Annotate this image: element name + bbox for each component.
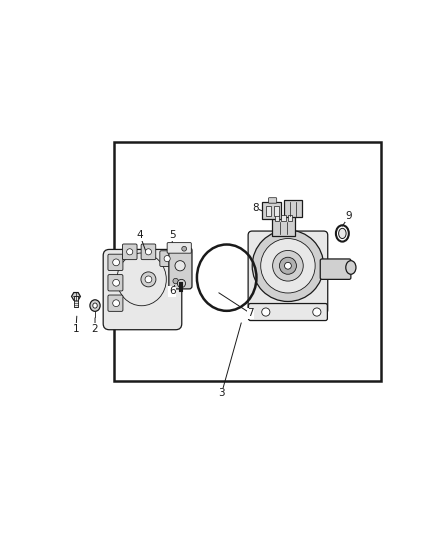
Bar bbox=[114, 142, 381, 382]
Circle shape bbox=[173, 278, 178, 284]
Text: 2: 2 bbox=[92, 324, 98, 334]
Circle shape bbox=[272, 251, 303, 281]
Circle shape bbox=[177, 279, 185, 287]
Bar bbox=[274, 215, 278, 221]
FancyBboxPatch shape bbox=[170, 269, 180, 287]
Circle shape bbox=[181, 246, 186, 251]
FancyBboxPatch shape bbox=[248, 303, 327, 320]
Text: 4: 4 bbox=[136, 230, 143, 240]
Circle shape bbox=[141, 272, 155, 287]
Circle shape bbox=[312, 308, 320, 316]
Text: 7: 7 bbox=[247, 309, 253, 318]
Text: 5: 5 bbox=[169, 230, 175, 240]
FancyBboxPatch shape bbox=[283, 200, 301, 217]
FancyBboxPatch shape bbox=[262, 202, 281, 220]
Circle shape bbox=[164, 255, 170, 262]
FancyBboxPatch shape bbox=[169, 248, 191, 289]
Circle shape bbox=[145, 249, 151, 255]
FancyBboxPatch shape bbox=[108, 254, 123, 271]
FancyBboxPatch shape bbox=[167, 243, 191, 253]
Text: 9: 9 bbox=[345, 212, 352, 221]
Bar bbox=[288, 215, 292, 221]
FancyBboxPatch shape bbox=[108, 295, 123, 311]
Bar bbox=[74, 296, 78, 306]
FancyBboxPatch shape bbox=[319, 259, 350, 279]
Circle shape bbox=[113, 259, 119, 266]
FancyBboxPatch shape bbox=[159, 251, 174, 266]
FancyBboxPatch shape bbox=[122, 244, 137, 260]
Text: 8: 8 bbox=[252, 203, 258, 213]
FancyBboxPatch shape bbox=[271, 216, 295, 236]
Circle shape bbox=[127, 249, 132, 255]
Circle shape bbox=[113, 300, 119, 306]
Circle shape bbox=[251, 230, 323, 302]
Ellipse shape bbox=[345, 261, 355, 274]
Ellipse shape bbox=[338, 228, 345, 239]
FancyBboxPatch shape bbox=[103, 249, 181, 330]
Bar bbox=[273, 206, 278, 216]
Circle shape bbox=[113, 279, 119, 286]
Text: 3: 3 bbox=[218, 389, 224, 398]
FancyBboxPatch shape bbox=[108, 274, 123, 291]
Circle shape bbox=[261, 308, 269, 316]
Text: 1: 1 bbox=[73, 324, 79, 334]
Circle shape bbox=[145, 276, 152, 283]
Ellipse shape bbox=[92, 303, 97, 308]
Bar bbox=[281, 215, 285, 221]
Bar bbox=[266, 206, 271, 216]
Circle shape bbox=[260, 239, 314, 293]
FancyBboxPatch shape bbox=[247, 231, 327, 314]
Circle shape bbox=[284, 262, 291, 269]
Text: 6: 6 bbox=[169, 286, 175, 296]
Ellipse shape bbox=[90, 300, 100, 311]
FancyBboxPatch shape bbox=[141, 244, 155, 260]
Circle shape bbox=[175, 261, 185, 271]
FancyBboxPatch shape bbox=[268, 198, 276, 203]
Polygon shape bbox=[71, 293, 80, 300]
Circle shape bbox=[279, 257, 296, 274]
